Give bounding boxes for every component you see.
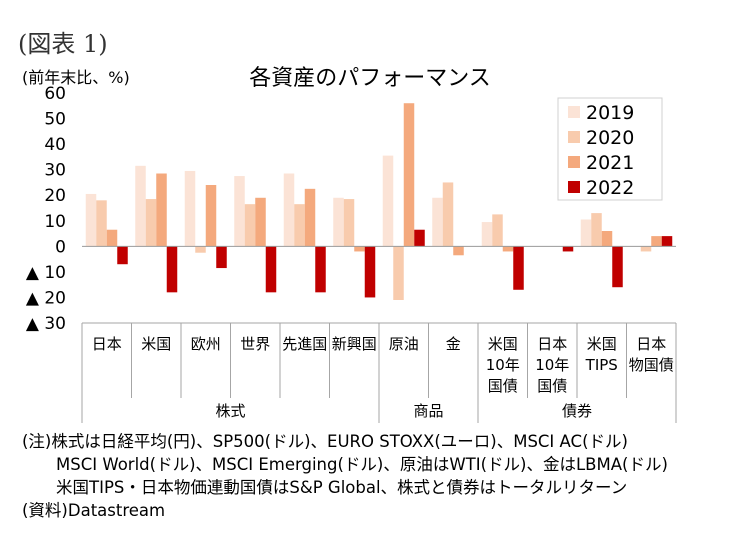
bar-2021 [403, 103, 415, 247]
bar-2022 [562, 246, 574, 252]
bar-2020 [640, 246, 652, 252]
category-label: TIPS [585, 356, 618, 374]
y-tick-label: ▲ 20 [26, 288, 66, 308]
group-label: 商品 [413, 402, 443, 420]
bar-2021 [106, 229, 118, 247]
y-axis-unit-label: (前年末比、%) [22, 68, 130, 87]
category-label: 米国 [141, 335, 171, 353]
category-label: 10年 [486, 356, 520, 374]
category-label: 世界 [240, 335, 270, 353]
bar-2020 [195, 246, 206, 253]
source-line: (資料)Datastream [22, 501, 166, 520]
bar-2019 [184, 170, 196, 247]
category-label: 米国 [587, 335, 617, 353]
note-line: MSCI World(ドル)、MSCI Emerging(ドル)、原油はWTI(… [56, 455, 668, 474]
y-tick-label: 40 [44, 135, 66, 155]
bar-2022 [265, 246, 277, 293]
chart-title: 各資産のパフォーマンス [249, 66, 491, 91]
bar-2022 [513, 246, 524, 290]
legend-label-2019: 2019 [586, 102, 634, 124]
y-tick-label: 60 [44, 84, 66, 104]
bar-2019 [283, 173, 295, 247]
bar-2019 [333, 197, 344, 247]
bar-2021 [354, 246, 365, 252]
bar-2019 [234, 176, 245, 247]
note-line: 米国TIPS・日本物価連動国債はS&P Global、株式と債券はトータルリター… [56, 478, 628, 497]
category-label: 国債 [537, 377, 567, 395]
legend-label-2022: 2022 [586, 177, 634, 199]
bar-2022 [166, 246, 178, 293]
legend-swatch-2020 [568, 131, 580, 143]
bar-2022 [315, 246, 326, 293]
bar-2020 [393, 246, 404, 300]
bar-2021 [502, 246, 514, 252]
legend-swatch-2022 [568, 181, 580, 193]
bar-2019 [135, 165, 146, 247]
bar-2020 [492, 214, 503, 247]
bar-chart: 60 50 40 30 20 10 0 ▲ 10 ▲ 20 ▲ 30 日本 米国 欧州 世界 先進国 新興国原… [26, 84, 677, 423]
category-label: 先進国 [282, 335, 327, 353]
legend-swatch-2019 [568, 106, 580, 118]
y-tick-label: 50 [44, 110, 66, 130]
category-label: 10年 [535, 356, 569, 374]
notes-block: (注)株式は日経平均(円)、SP500(ドル)、EURO STOXX(ユーロ)、… [22, 430, 668, 522]
category-label: 日本 [92, 335, 122, 353]
group-label: 株式 [215, 402, 245, 420]
note-line: (注)株式は日経平均(円)、SP500(ドル)、EURO STOXX(ユーロ)、… [22, 432, 628, 451]
bar-2021 [651, 236, 662, 247]
bar-2022 [216, 246, 227, 269]
y-tick-label: 30 [44, 161, 66, 181]
category-label: 金 [446, 335, 461, 353]
bar-2020 [343, 199, 355, 247]
bar-2020 [96, 200, 107, 247]
legend-label-2021: 2021 [586, 152, 634, 174]
bar-2021 [601, 231, 613, 247]
bar-2019 [432, 197, 443, 247]
bar-2021 [304, 188, 316, 247]
category-label: 欧州 [191, 335, 221, 353]
category-label: 日本 [636, 335, 666, 353]
category-label: 原油 [389, 335, 419, 353]
bar-2022 [661, 236, 673, 247]
category-label: 新興国 [332, 335, 377, 353]
bar-2022 [414, 229, 425, 247]
figure-label: (図表 1) [18, 30, 108, 58]
y-tick-label: 0 [55, 237, 66, 257]
bar-2022 [364, 246, 376, 298]
category-label: 物国債 [629, 356, 674, 374]
category-label: 日本 [537, 335, 567, 353]
y-tick-label: 10 [44, 212, 66, 232]
bar-2019 [85, 193, 97, 247]
legend-label-2020: 2020 [586, 127, 634, 149]
y-tick-label: ▲ 30 [26, 314, 66, 334]
bar-2021 [453, 246, 464, 256]
bar-2021 [205, 185, 217, 247]
bar-2020 [244, 204, 256, 247]
group-label: 債券 [562, 402, 592, 420]
category-label: 国債 [488, 377, 518, 395]
legend-swatch-2021 [568, 156, 580, 168]
bar-2019 [382, 155, 394, 247]
y-tick-label: 20 [44, 186, 66, 206]
bar-2020 [145, 199, 157, 247]
bar-2020 [294, 204, 305, 247]
bar-2020 [442, 182, 454, 247]
bar-2022 [117, 246, 128, 265]
y-tick-label: ▲ 10 [26, 263, 66, 283]
bar-2020 [591, 213, 602, 247]
bar-2021 [255, 197, 266, 247]
bar-2021 [156, 173, 167, 247]
category-label: 米国 [488, 335, 518, 353]
bar-2022 [612, 246, 623, 288]
bar-2019 [580, 219, 592, 247]
bar-2019 [481, 222, 493, 247]
